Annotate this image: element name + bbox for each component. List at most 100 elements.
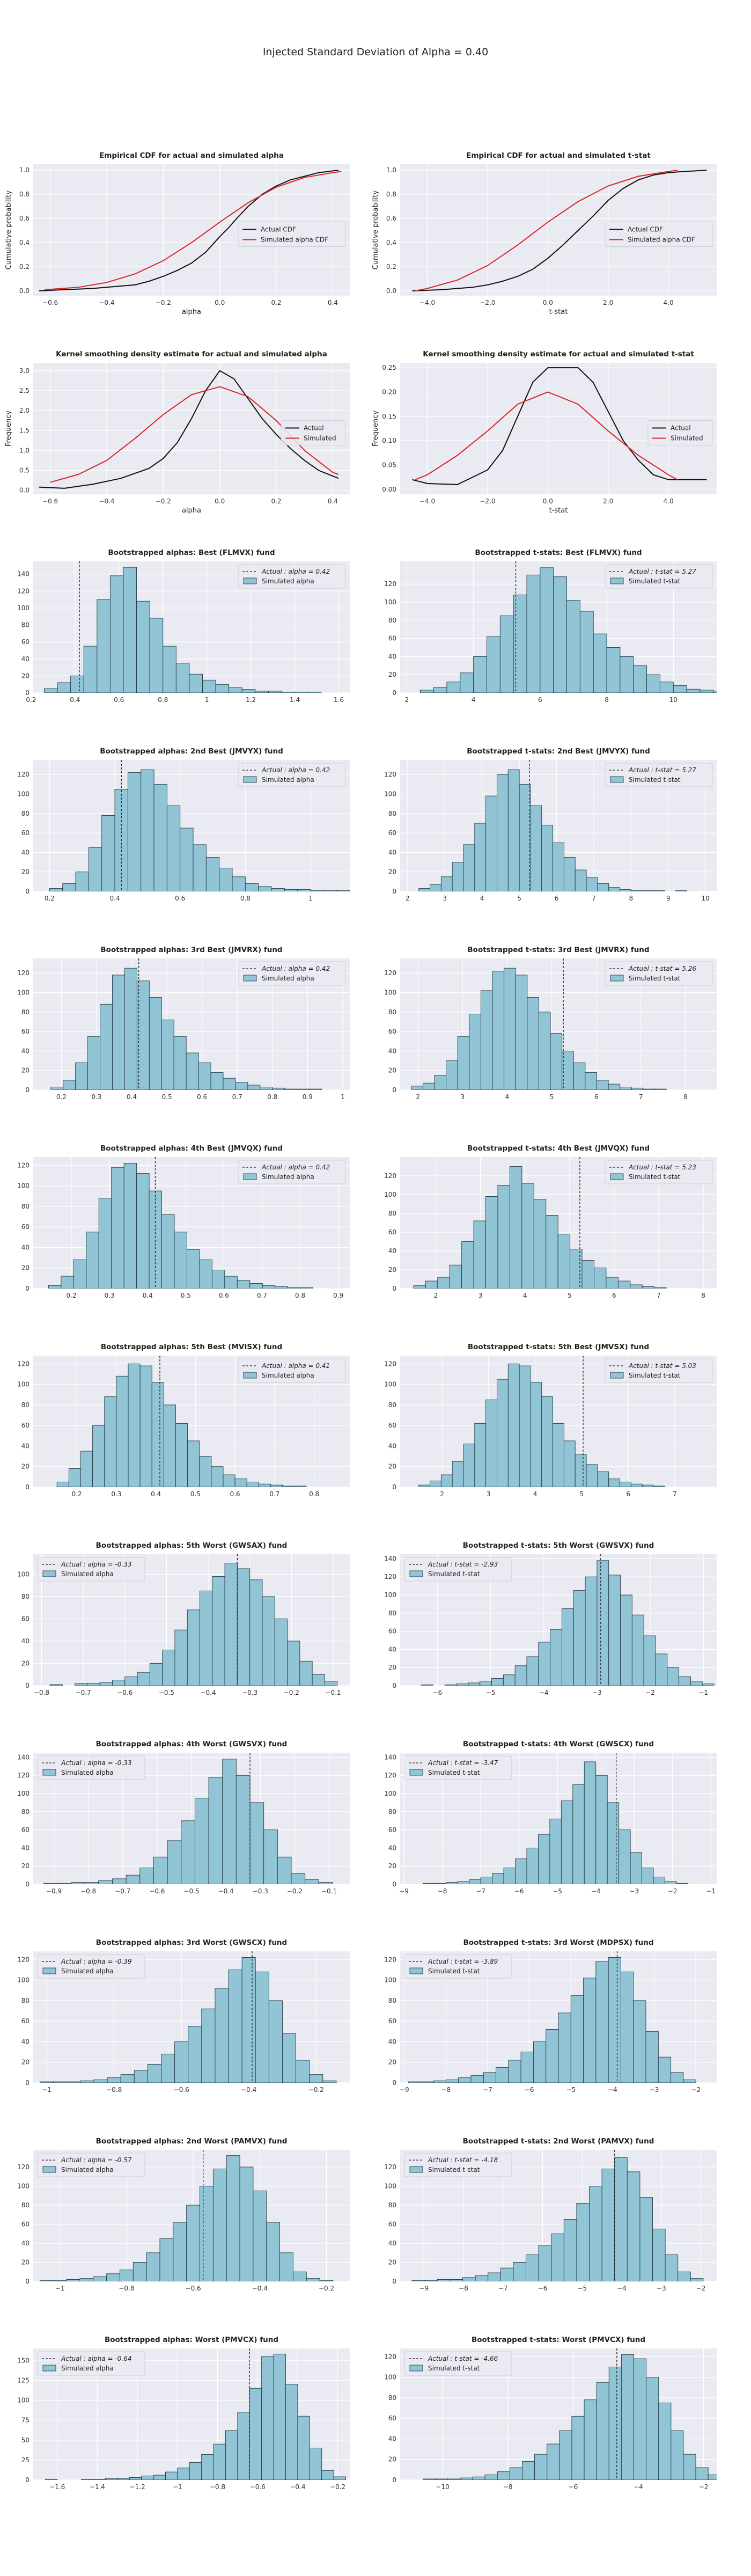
x-tick-label: 1.4 (290, 696, 300, 704)
y-tick-label: 0 (25, 888, 30, 895)
histogram-bar (49, 1684, 63, 1686)
histogram-bar (421, 1684, 433, 1686)
y-tick-label: 75 (21, 2417, 30, 2424)
legend-simulated-label: Simulated alpha (262, 776, 314, 784)
histogram-bar (474, 823, 487, 891)
histogram-bar (434, 1883, 447, 1884)
histogram-bar (621, 2354, 634, 2480)
histogram-bar (123, 567, 137, 693)
histogram-bar (43, 1883, 58, 1884)
histogram-bar (546, 1215, 558, 1289)
y-tick-label: 120 (17, 771, 30, 778)
histogram-bar (260, 1087, 273, 1090)
histogram-bar (408, 2081, 422, 2083)
histogram-bar (460, 672, 474, 693)
series-line (415, 170, 678, 291)
histogram-bar (215, 684, 230, 693)
x-tick-label: 0.0 (543, 497, 553, 505)
histogram-bar (423, 2478, 436, 2480)
histogram-bar (235, 1775, 251, 1884)
histogram-bar (193, 844, 207, 891)
histogram-bar (129, 2477, 142, 2480)
y-tick-label: 0 (25, 2278, 30, 2285)
x-tick-label: −4 (539, 1689, 549, 1696)
histogram-bar (181, 1820, 195, 1884)
histogram-bar (285, 2384, 298, 2480)
histogram-bar (461, 1241, 474, 1289)
histogram-bar (504, 968, 516, 1090)
x-tick-label: −6 (569, 2483, 578, 2491)
chart-panel-4: Kernel smoothing density estimate for ac… (372, 350, 717, 515)
x-tick-label: 8 (701, 1292, 705, 1299)
histogram-bar (434, 1075, 447, 1090)
x-tick-label: 0.2 (56, 1093, 67, 1101)
y-tick-label: 20 (388, 1067, 396, 1074)
histogram-bar (520, 2052, 534, 2083)
x-tick-label: 2 (434, 1292, 438, 1299)
chart-title: Bootstrapped t-stats: Best (FLMVX) fund (475, 548, 642, 557)
histogram-bar (630, 1483, 643, 1487)
legend-simulated-label: Simulated alpha (262, 1372, 314, 1379)
histogram-bar (75, 872, 89, 891)
x-tick-label: 3 (487, 1490, 491, 1498)
chart-title: Bootstrapped alphas: Best (FLMVX) fund (108, 548, 275, 557)
histogram-bar (294, 1485, 307, 1487)
histogram-bar (271, 888, 285, 891)
x-tick-label: −2.0 (480, 497, 495, 505)
histogram-bar (440, 876, 453, 891)
histogram-bar (445, 2079, 459, 2083)
x-tick-label: 7 (639, 1093, 643, 1101)
histogram-bar (56, 1481, 69, 1487)
histogram-bar (551, 2233, 564, 2281)
histogram-bar (558, 2012, 571, 2083)
legend: Actual : alpha = -0.57 Simulated alpha (37, 2153, 145, 2177)
histogram-bar (667, 1667, 680, 1686)
histogram-bar (61, 1276, 74, 1289)
histogram-bar (212, 2169, 227, 2281)
x-tick-label: −3 (650, 2086, 659, 2094)
histogram-bar (249, 1283, 263, 1289)
legend-bar-swatch (409, 2365, 423, 2372)
y-tick-label: 40 (21, 1637, 30, 1645)
histogram-bar (104, 1396, 117, 1487)
legend-simulated-label: Simulated alpha (262, 577, 314, 585)
histogram-bar (128, 1363, 141, 1487)
histogram-bar (474, 1423, 487, 1487)
series-line (39, 370, 339, 489)
y-tick-label: 100 (384, 2182, 396, 2190)
histogram-bar (424, 2280, 438, 2281)
x-tick-label: −0.6 (117, 1689, 132, 1696)
histogram-bar (683, 2079, 696, 2083)
histogram-bar (137, 1672, 150, 1686)
histogram-bar (458, 2077, 472, 2083)
histogram-bar (566, 600, 580, 693)
y-tick-label: 120 (17, 1161, 30, 1169)
histogram-bar (294, 691, 308, 693)
plot-marks (39, 170, 342, 291)
histogram-bar (549, 1818, 562, 1884)
histogram-bar (175, 1423, 188, 1487)
histogram-bar (530, 805, 542, 891)
y-tick-label: 20 (388, 671, 396, 678)
legend-simulated-label: Simulated t-stat (629, 975, 681, 982)
x-tick-label: 0.0 (215, 299, 225, 306)
x-tick-label: 6 (555, 895, 559, 902)
x-tick-label: −0.6 (250, 2483, 266, 2491)
x-tick-label: −3 (629, 1887, 639, 1895)
y-tick-label: 100 (17, 791, 30, 798)
x-tick-label: −4 (617, 2285, 627, 2292)
histogram-bar (593, 633, 607, 693)
series-line (415, 391, 678, 480)
y-axis-label: Cumulative probability (372, 190, 380, 269)
histogram-bar (174, 1629, 188, 1686)
histogram-bar (440, 1474, 453, 1487)
x-tick-label: 0.4 (328, 299, 338, 306)
histogram-bar (261, 2356, 274, 2480)
histogram-bar (413, 1285, 426, 1289)
x-tick-label: 0.3 (105, 1292, 115, 1299)
y-tick-label: 120 (384, 1573, 396, 1580)
histogram-bar (654, 1088, 667, 1090)
histogram-bar (713, 691, 717, 693)
histogram-bar (720, 2478, 733, 2480)
histogram-bar (80, 1451, 93, 1487)
